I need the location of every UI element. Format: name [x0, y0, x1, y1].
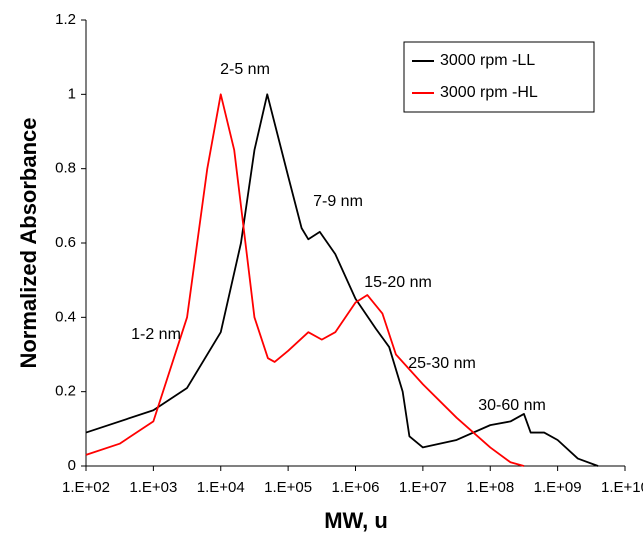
x-tick-label: 1.E+09 [534, 479, 582, 496]
x-tick-label: 1.E+03 [129, 479, 177, 496]
y-tick-label: 0.6 [55, 234, 76, 251]
annotation: 2-5 nm [220, 61, 270, 78]
y-tick-label: 1 [68, 85, 76, 102]
y-tick-label: 0.8 [55, 160, 76, 177]
y-tick-label: 1.2 [55, 11, 76, 28]
annotation: 1-2 nm [131, 326, 181, 343]
annotation: 7-9 nm [313, 193, 363, 210]
annotation: 25-30 nm [408, 355, 476, 372]
x-tick-label: 1.E+08 [466, 479, 514, 496]
x-tick-label: 1.E+04 [197, 479, 245, 496]
annotation: 30-60 nm [478, 397, 546, 414]
x-axis-title: MW, u [324, 508, 388, 533]
y-tick-label: 0.4 [55, 308, 76, 325]
legend-label: 3000 rpm -HL [440, 84, 538, 101]
x-tick-label: 1.E+02 [62, 479, 110, 496]
x-tick-label: 1.E+07 [399, 479, 447, 496]
x-tick-label: 1.E+10 [601, 479, 643, 496]
y-axis-title: Normalized Absorbance [16, 117, 41, 368]
annotation: 15-20 nm [364, 274, 432, 291]
series-line [85, 93, 599, 467]
x-tick-label: 1.E+06 [332, 479, 380, 496]
series-line [85, 93, 525, 467]
legend-label: 3000 rpm -LL [440, 52, 535, 69]
y-tick-label: 0.2 [55, 383, 76, 400]
x-tick-label: 1.E+05 [264, 479, 312, 496]
legend-box [403, 41, 595, 113]
y-tick-label: 0 [68, 457, 76, 474]
